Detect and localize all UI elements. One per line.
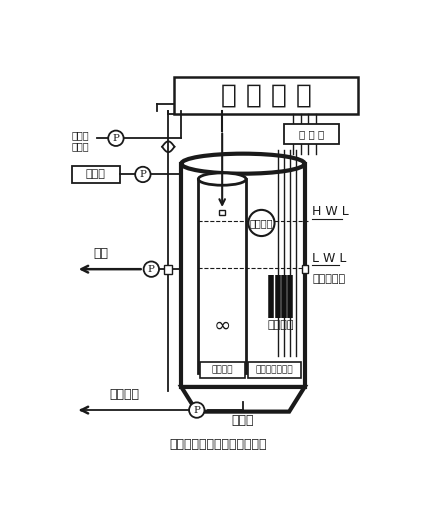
Bar [199,179,246,373]
Text: P: P [139,170,146,179]
Bar [181,164,305,387]
Bar [219,210,225,215]
Bar [284,125,339,144]
Bar [174,77,358,114]
Text: 散気装置: 散気装置 [211,366,233,374]
Text: P: P [112,134,119,143]
Text: 光センサー: 光センサー [312,274,345,284]
Circle shape [135,167,150,182]
Text: エアーストーン: エアーストーン [256,366,294,374]
Circle shape [189,402,204,418]
Text: センサー: センサー [268,320,294,330]
Circle shape [248,210,274,236]
Text: ∞: ∞ [213,315,231,336]
Bar [164,265,172,274]
Circle shape [144,262,159,277]
Text: 回分槽: 回分槽 [232,414,254,427]
Ellipse shape [199,173,246,185]
Text: 排水: 排水 [93,247,108,260]
Bar [72,166,120,183]
Text: L W L: L W L [312,252,347,265]
Text: フロート: フロート [250,218,273,228]
Circle shape [108,131,124,146]
Ellipse shape [181,154,305,174]
Bar [302,265,308,273]
Text: エアー
ポンプ: エアー ポンプ [71,130,89,151]
Text: 汚泥引抜: 汚泥引抜 [110,388,140,401]
Bar [200,362,245,378]
Bar [248,362,301,378]
Text: 図１　自動制御実験装置概要: 図１ 自動制御実験装置概要 [170,438,267,451]
Text: H W L: H W L [312,205,349,218]
Text: パ ソ コ ン: パ ソ コ ン [221,82,311,108]
Text: 増 幅 器: 増 幅 器 [299,129,324,140]
Text: P: P [193,405,200,415]
Text: 汚　水: 汚 水 [86,170,106,179]
Polygon shape [181,387,305,412]
Text: P: P [148,265,155,273]
